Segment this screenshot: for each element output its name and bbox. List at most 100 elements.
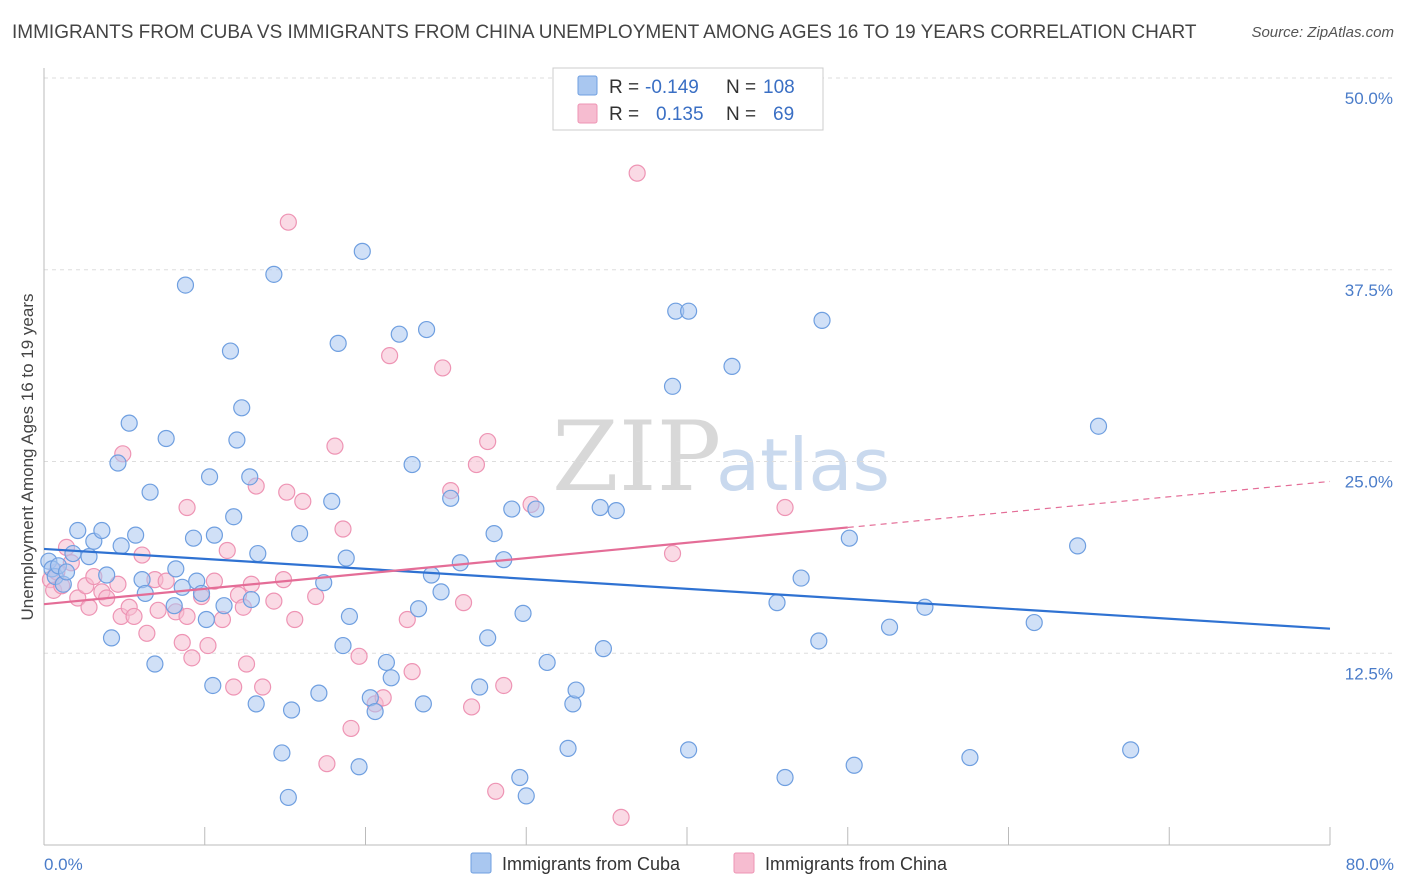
legend-r-label-cuba: R =: [609, 77, 639, 98]
point-cuba: [390, 325, 408, 343]
point-cuba: [845, 756, 863, 774]
point-cuba: [776, 768, 794, 787]
trend-line-china: [43, 526, 848, 606]
point-cuba: [353, 242, 371, 260]
point-cuba: [241, 468, 259, 486]
point-cuba: [184, 529, 203, 547]
point-cuba: [205, 526, 223, 544]
bottom-legend-swatch-china: [733, 852, 755, 874]
point-cuba: [663, 377, 682, 395]
point-china: [125, 607, 143, 626]
point-china: [398, 610, 416, 629]
legend-n-label-china: N =: [726, 104, 756, 125]
point-cuba: [290, 524, 309, 543]
point-cuba: [340, 607, 359, 626]
trend-lines: [43, 480, 1331, 630]
point-china: [318, 755, 336, 773]
point-cuba: [200, 468, 219, 486]
point-china: [149, 601, 167, 619]
point-china: [80, 598, 98, 616]
point-cuba: [265, 265, 283, 283]
point-cuba: [768, 594, 786, 612]
point-cuba: [197, 610, 215, 629]
legend-n-value-china: 69: [773, 104, 794, 125]
point-china: [307, 587, 325, 606]
grid-lines: [44, 77, 1392, 654]
watermark-zip: ZIP: [552, 401, 721, 513]
chart-title: IMMIGRANTS FROM CUBA VS IMMIGRANTS FROM …: [12, 22, 1197, 43]
point-cuba: [414, 695, 432, 713]
point-china: [326, 437, 344, 455]
point-china: [157, 572, 175, 590]
point-china: [663, 544, 682, 563]
source-label: Source: ZipAtlas.com: [1251, 24, 1394, 41]
bottom-legend-label-china: Immigrants from China: [765, 854, 948, 874]
point-cuba: [173, 578, 191, 596]
legend-n-label-cuba: N =: [726, 77, 756, 98]
point-cuba: [165, 597, 183, 615]
point-cuba: [98, 566, 116, 584]
point-cuba: [511, 768, 529, 787]
point-cuba: [366, 702, 384, 721]
point-cuba: [451, 554, 469, 572]
point-cuba: [517, 787, 535, 805]
point-cuba: [273, 744, 291, 762]
point-cuba: [141, 483, 159, 501]
point-cuba: [350, 758, 368, 776]
point-china: [254, 678, 272, 696]
point-cuba: [432, 583, 450, 601]
point-cuba: [204, 676, 222, 695]
point-cuba: [471, 678, 489, 696]
point-china: [225, 678, 243, 696]
point-cuba: [57, 563, 76, 581]
series-legend: Immigrants from Cuba Immigrants from Chi…: [470, 852, 948, 874]
point-cuba: [409, 600, 428, 618]
point-cuba: [559, 739, 577, 757]
trend-line-china-extension: [847, 480, 1331, 529]
point-cuba: [157, 429, 175, 448]
point-china: [434, 359, 452, 377]
y-axis-label: Unemployment Among Ages 16 to 19 years: [18, 294, 37, 621]
point-cuba: [813, 311, 831, 329]
point-cuba: [810, 632, 828, 650]
point-cuba: [792, 569, 810, 587]
watermark-atlas: atlas: [716, 423, 890, 507]
point-china: [350, 647, 368, 665]
point-cuba: [146, 655, 164, 673]
y-tick-label: 12.5%: [1345, 664, 1393, 683]
trend-line-cuba: [43, 547, 1331, 630]
point-cuba: [961, 748, 979, 767]
series-china-points: [41, 164, 794, 826]
point-china: [279, 213, 297, 231]
point-cuba: [215, 597, 233, 615]
x-tick-label-max: 80.0%: [1346, 855, 1394, 874]
point-cuba: [93, 521, 111, 540]
point-cuba: [221, 342, 240, 360]
bottom-legend-swatch-cuba: [470, 852, 492, 874]
y-tick-label: 37.5%: [1345, 281, 1393, 300]
point-china: [237, 655, 256, 673]
point-china: [294, 492, 312, 510]
point-china: [403, 663, 421, 681]
point-cuba: [382, 669, 400, 687]
y-tick-label: 25.0%: [1345, 473, 1393, 492]
point-cuba: [282, 701, 301, 719]
point-china: [178, 607, 196, 626]
point-cuba: [680, 741, 698, 759]
point-china: [479, 432, 497, 451]
x-axis-ticks: [43, 827, 1331, 845]
point-cuba: [479, 629, 497, 647]
point-cuba: [594, 640, 613, 658]
point-cuba: [403, 455, 421, 474]
point-cuba: [120, 414, 138, 432]
point-cuba: [323, 492, 341, 510]
point-cuba: [723, 357, 741, 375]
point-cuba: [377, 653, 395, 672]
series-cuba-points: [40, 242, 1140, 807]
point-cuba: [591, 498, 609, 517]
point-cuba: [233, 399, 251, 417]
point-china: [467, 455, 486, 474]
legend-box: [552, 67, 824, 131]
point-cuba: [225, 508, 243, 526]
